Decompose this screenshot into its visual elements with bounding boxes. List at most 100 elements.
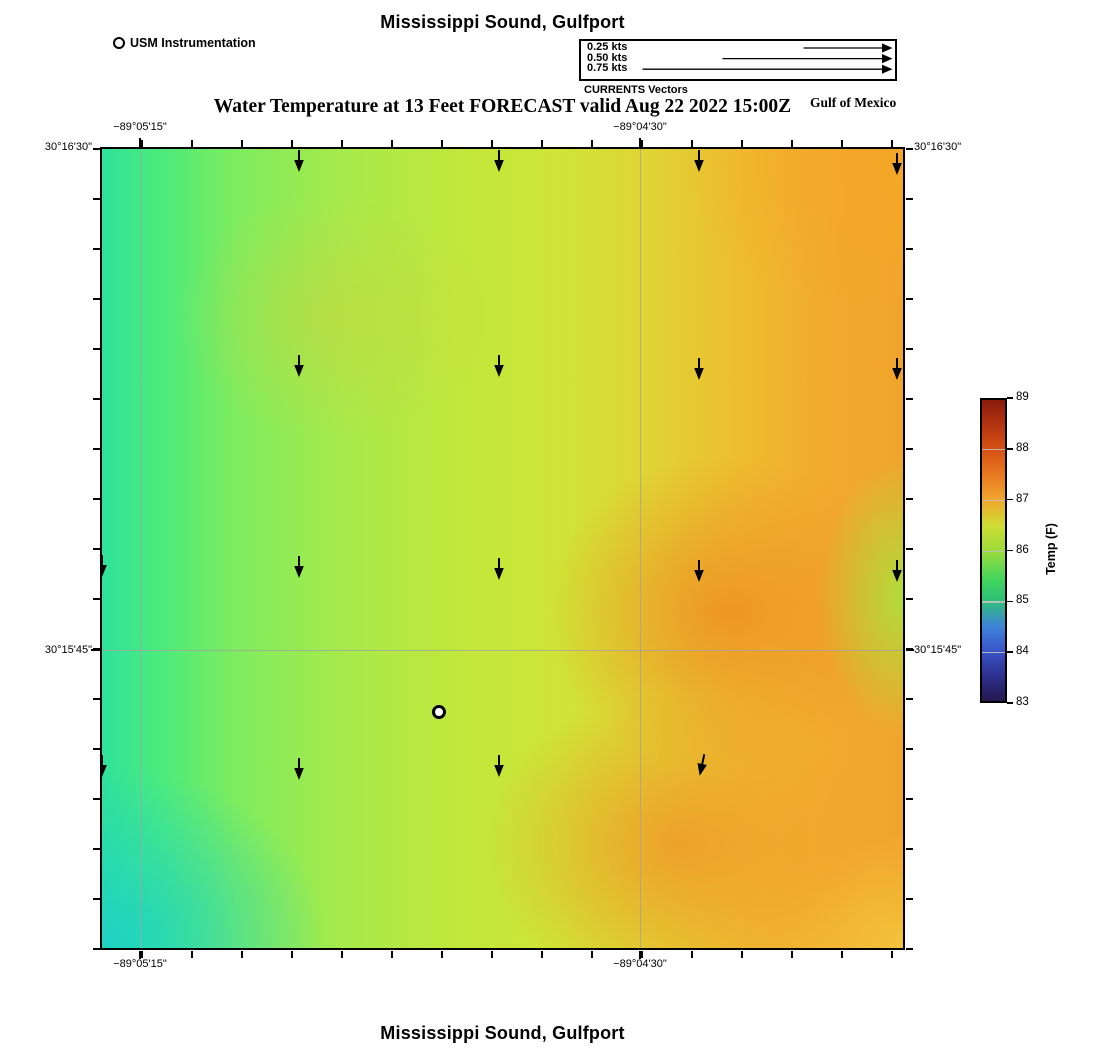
axis-major-tick — [91, 649, 100, 652]
axis-tick — [92, 398, 100, 400]
colorbar-tick-label: 87 — [1016, 492, 1029, 505]
current-arrow-icon — [102, 555, 108, 577]
lon-tick-label: −89°05'15" — [113, 121, 167, 133]
axis-tick — [905, 698, 913, 700]
axis-tick — [591, 950, 593, 958]
axis-tick — [92, 648, 100, 650]
axis-tick — [141, 950, 143, 958]
current-arrow-icon — [102, 755, 108, 777]
axis-tick — [741, 950, 743, 958]
axis-tick — [291, 950, 293, 958]
colorbar-tick-label: 88 — [1016, 441, 1029, 454]
axis-tick — [905, 948, 913, 950]
colorbar — [980, 398, 1007, 703]
axis-tick — [341, 139, 343, 147]
current-arrow-icon — [693, 358, 705, 380]
axis-tick — [905, 198, 913, 200]
currents-legend-rows: 0.25 kts 0.50 kts 0.75 kts — [587, 42, 627, 74]
colorbar-tick — [1007, 702, 1013, 704]
axis-tick — [741, 139, 743, 147]
axis-tick — [905, 848, 913, 850]
axis-tick — [92, 198, 100, 200]
colorbar-tick-label: 89 — [1016, 391, 1029, 403]
axis-tick — [691, 139, 693, 147]
map-frame — [91, 138, 914, 959]
axis-tick — [905, 148, 913, 150]
station-circle-icon — [113, 37, 125, 49]
axis-tick — [92, 298, 100, 300]
current-arrow-icon — [891, 358, 903, 380]
axis-tick — [341, 950, 343, 958]
current-arrow-icon — [693, 560, 705, 582]
axis-tick — [92, 948, 100, 950]
axis-tick — [92, 598, 100, 600]
colorbar-tick — [1007, 549, 1013, 552]
colorbar-tick — [1007, 600, 1013, 603]
axis-tick — [905, 798, 913, 800]
instrumentation-legend: USM Instrumentation — [113, 36, 256, 50]
lat-tick-label: 30°16'30" — [914, 141, 962, 153]
gridline — [139, 149, 141, 948]
instrumentation-label: USM Instrumentation — [130, 36, 256, 50]
axis-tick — [92, 848, 100, 850]
axis-tick — [491, 950, 493, 958]
colorbar-tick — [1007, 448, 1013, 450]
current-arrow-icon — [293, 758, 305, 780]
gridline — [102, 649, 903, 651]
temperature-field — [102, 149, 903, 948]
axis-tick — [491, 139, 493, 147]
axis-tick — [905, 298, 913, 300]
current-arrow-icon — [693, 150, 705, 172]
currents-speed-label: 0.25 kts — [587, 41, 628, 53]
currents-legend-caption: CURRENTS Vectors — [584, 84, 688, 96]
current-arrow-icon — [293, 556, 305, 578]
axis-tick — [905, 448, 913, 450]
currents-speed-label: 0.75 kts — [587, 62, 628, 75]
axis-tick — [891, 950, 893, 958]
current-arrow-icon — [493, 355, 505, 377]
axis-tick — [891, 139, 893, 147]
lat-tick-label: 30°16'30" — [44, 141, 92, 153]
current-arrow-icon — [493, 150, 505, 172]
colorbar-axis-label: Temp (F) — [1044, 523, 1058, 575]
axis-tick — [92, 498, 100, 500]
axis-tick — [691, 950, 693, 958]
colorbar-tick — [1007, 397, 1013, 399]
colorbar-tick-label: 85 — [1016, 594, 1029, 607]
axis-tick — [92, 548, 100, 550]
axis-tick — [641, 139, 643, 147]
colorbar-gridline — [982, 550, 1005, 552]
footer-title: Mississippi Sound, Gulfport — [380, 1023, 625, 1043]
axis-tick — [92, 248, 100, 250]
current-arrow-icon — [493, 558, 505, 580]
colorbar-tick-label: 86 — [1016, 543, 1029, 556]
axis-tick — [905, 348, 913, 350]
colorbar-gridline — [982, 652, 1005, 654]
colorbar-tick — [1007, 498, 1013, 501]
axis-tick — [391, 950, 393, 958]
axis-tick — [92, 748, 100, 750]
currents-speed-label: 0.50 kts — [587, 51, 628, 64]
axis-tick — [241, 950, 243, 958]
station-marker — [432, 705, 446, 719]
colorbar-tick-label: 83 — [1016, 696, 1029, 708]
axis-tick — [241, 139, 243, 147]
axis-major-tick — [905, 649, 914, 652]
currents-arrow-icons — [581, 41, 895, 84]
current-arrow-icon — [293, 355, 305, 377]
current-arrow-icon — [493, 755, 505, 777]
axis-tick — [191, 950, 193, 958]
colorbar-gridline — [982, 448, 1005, 451]
axis-tick — [641, 950, 643, 958]
colorbar-tick-label: 84 — [1016, 645, 1029, 658]
gridline — [639, 149, 641, 948]
axis-tick — [791, 139, 793, 147]
lat-tick-label: 30°15'45" — [914, 644, 962, 656]
forecast-subtitle: Water Temperature at 13 Feet FORECAST va… — [213, 96, 792, 117]
axis-tick — [92, 448, 100, 450]
axis-tick — [591, 139, 593, 147]
axis-tick — [841, 139, 843, 147]
current-arrow-icon — [694, 753, 710, 777]
axis-tick — [791, 950, 793, 958]
